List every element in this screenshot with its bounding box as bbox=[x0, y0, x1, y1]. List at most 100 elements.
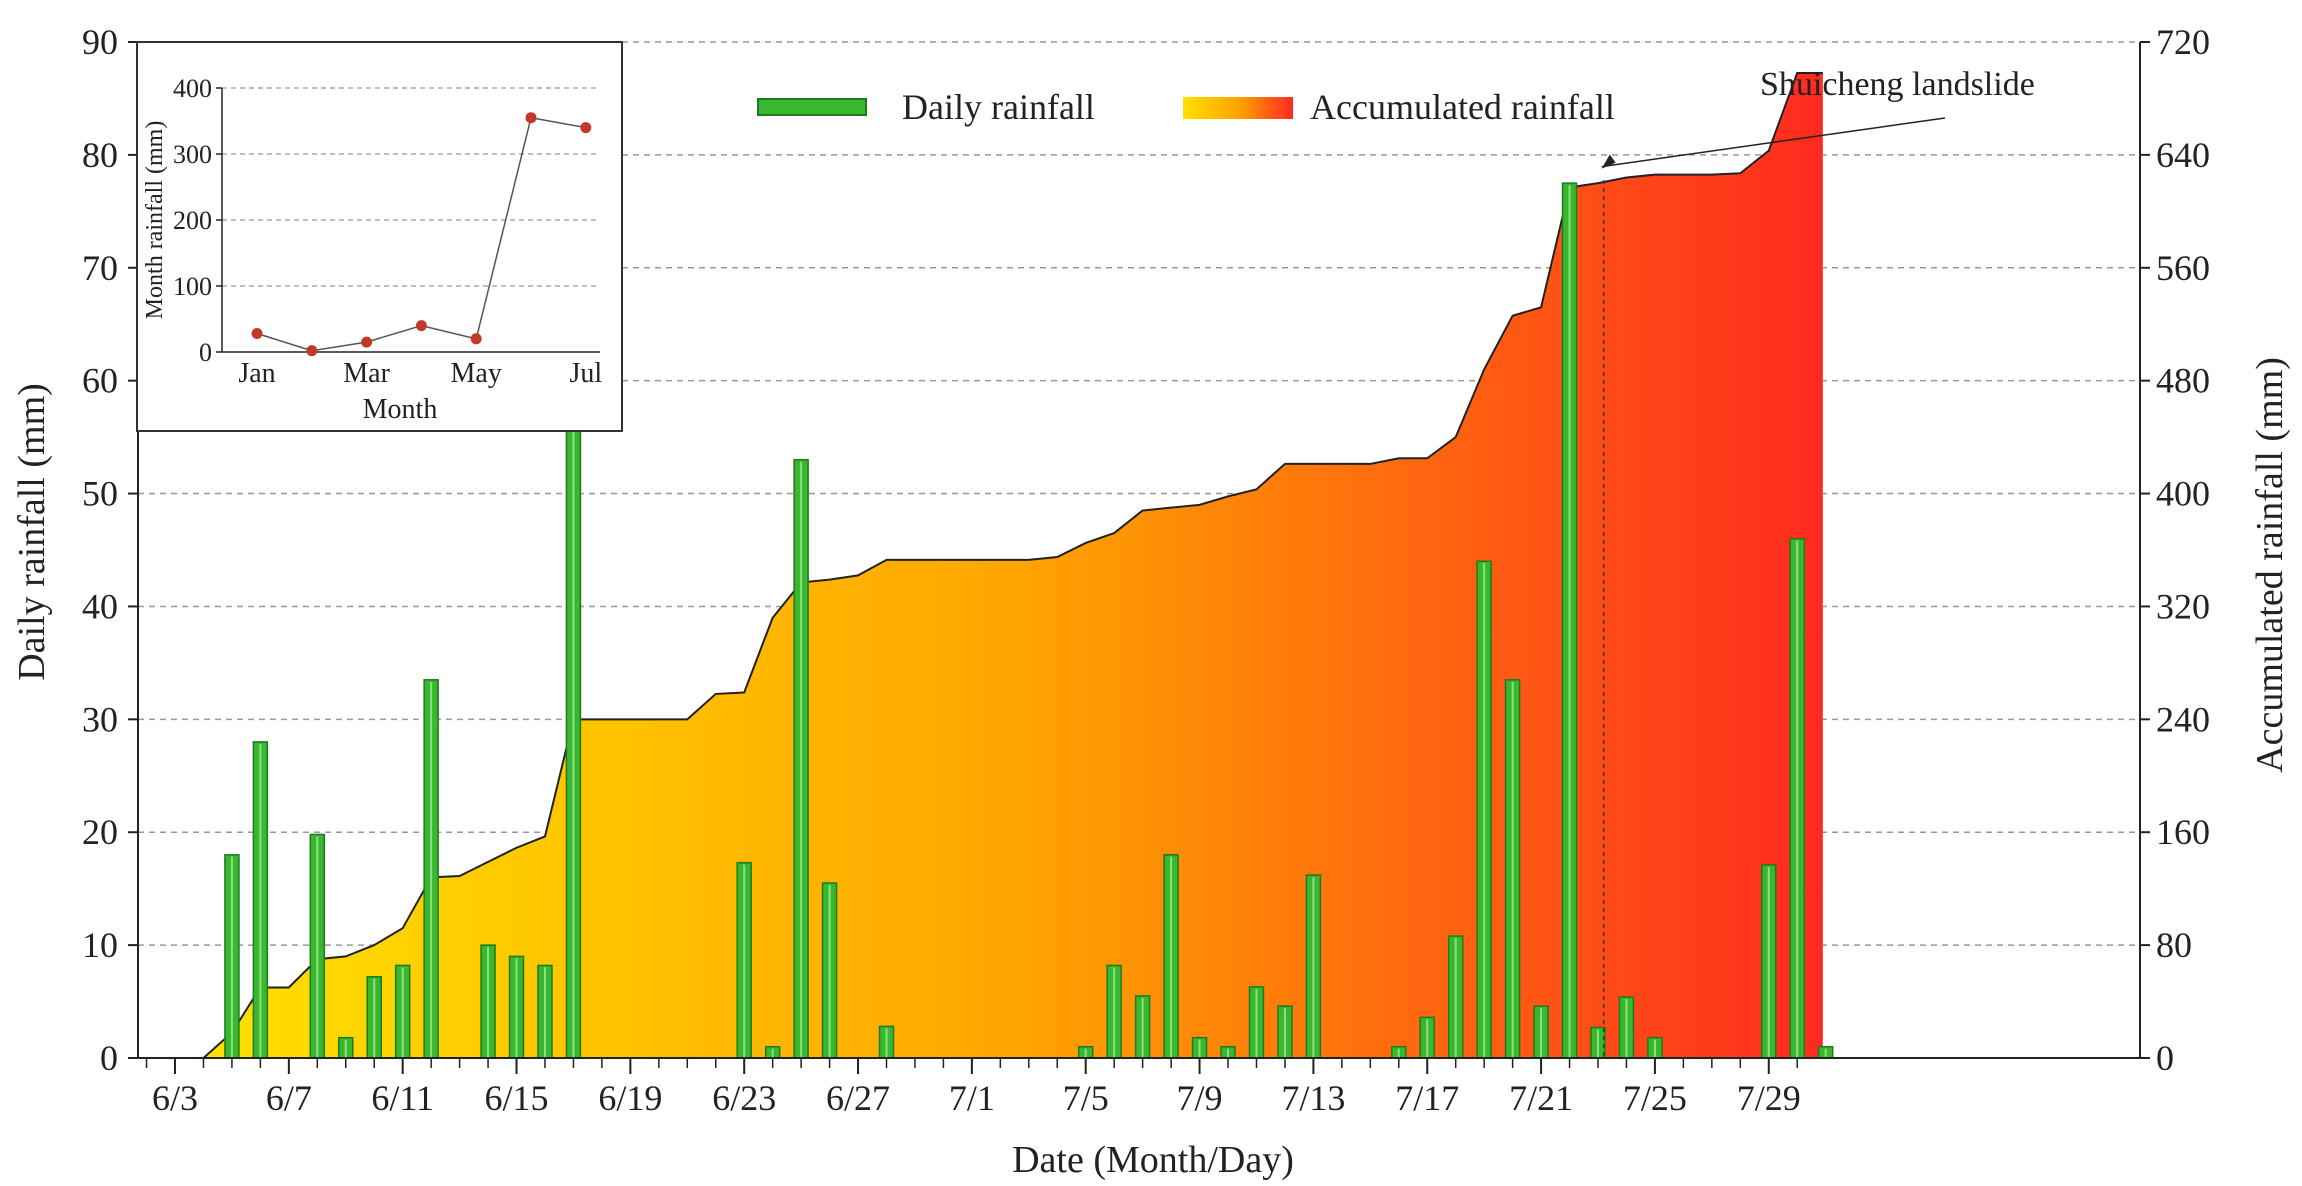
inset-y-tick-label: 100 bbox=[173, 272, 212, 301]
daily-bar bbox=[1504, 679, 1521, 1059]
x-tick-label: 7/29 bbox=[1737, 1078, 1801, 1118]
inset-y-tick-label: 300 bbox=[173, 140, 212, 169]
daily-bar bbox=[1817, 1045, 1834, 1059]
inset-axes: 0 100 200 300 400 Jan Mar May Jul bbox=[173, 74, 602, 389]
inset-point bbox=[580, 122, 592, 134]
daily-bar bbox=[793, 458, 809, 1059]
x-tick-label: 7/13 bbox=[1281, 1078, 1345, 1118]
inset-point bbox=[525, 112, 537, 124]
inset-frame bbox=[136, 41, 623, 432]
inset-point bbox=[415, 320, 427, 332]
y-tick-label: 20 bbox=[82, 812, 118, 852]
y2-tick-label: 640 bbox=[2156, 135, 2210, 175]
daily-bar bbox=[736, 861, 752, 1059]
daily-bar bbox=[394, 964, 411, 1059]
daily-bar bbox=[1419, 1016, 1435, 1059]
daily-bar bbox=[1647, 1036, 1663, 1059]
x-tick-label: 6/19 bbox=[598, 1078, 662, 1118]
inset-point bbox=[470, 333, 482, 345]
x-tick-label: 7/1 bbox=[949, 1078, 995, 1118]
daily-bar bbox=[1590, 1026, 1606, 1059]
inset-x-label: Month bbox=[363, 394, 438, 425]
inset-x-tick-label: Mar bbox=[343, 358, 390, 389]
x-tick-label: 6/23 bbox=[712, 1078, 776, 1118]
daily-bar bbox=[1134, 995, 1151, 1059]
x-tick-label: 7/5 bbox=[1063, 1078, 1109, 1118]
y2-tick-label: 480 bbox=[2156, 361, 2210, 401]
daily-bar bbox=[1476, 560, 1492, 1059]
x-tick-label: 6/11 bbox=[371, 1078, 434, 1118]
annotation: Shuicheng landslide bbox=[1601, 66, 2035, 1058]
y2-tick-label: 400 bbox=[2156, 474, 2210, 514]
daily-bar bbox=[1789, 537, 1805, 1059]
daily-bar bbox=[878, 1025, 895, 1059]
y-tick-label: 80 bbox=[82, 135, 118, 175]
accumulated-area bbox=[202, 72, 1823, 1059]
legend-accumulated-swatch bbox=[1183, 97, 1293, 119]
inset-line bbox=[251, 112, 592, 357]
daily-bar bbox=[821, 882, 838, 1059]
legend-daily-label: Daily rainfall bbox=[902, 87, 1095, 127]
x-tick-label: 7/9 bbox=[1177, 1078, 1223, 1118]
inset-y-tick-label: 0 bbox=[199, 338, 212, 367]
y2-tick-label: 160 bbox=[2156, 812, 2210, 852]
landslide-arrow-line bbox=[1601, 117, 1946, 168]
daily-bar bbox=[1163, 854, 1179, 1059]
daily-bar bbox=[252, 741, 269, 1059]
daily-bar bbox=[338, 1036, 354, 1059]
inset-x-tick-label: Jul bbox=[569, 358, 602, 389]
y-axis-label: Daily rainfall (mm) bbox=[11, 383, 53, 681]
y2-tick-label: 0 bbox=[2156, 1038, 2174, 1078]
daily-bar bbox=[1305, 874, 1322, 1059]
legend-accumulated-label: Accumulated rainfall bbox=[1310, 87, 1615, 127]
x-tick-label: 7/17 bbox=[1395, 1078, 1459, 1118]
legend-daily-swatch bbox=[757, 98, 867, 116]
x-tick-label: 6/15 bbox=[485, 1078, 549, 1118]
daily-bar bbox=[1077, 1045, 1094, 1059]
daily-bar bbox=[1277, 1005, 1293, 1059]
daily-bar bbox=[1761, 864, 1777, 1059]
y-tick-label: 30 bbox=[82, 699, 118, 739]
inset-point bbox=[251, 328, 263, 340]
accumulated-area-fill bbox=[203, 73, 1823, 1059]
y2-axis-label: Accumulated rainfall (mm) bbox=[2249, 357, 2291, 773]
daily-bar bbox=[224, 854, 240, 1059]
daily-bar bbox=[1191, 1036, 1208, 1059]
x-tick-label: 7/21 bbox=[1509, 1078, 1573, 1118]
daily-bar bbox=[1447, 935, 1464, 1059]
daily-bar bbox=[537, 964, 553, 1059]
daily-bars bbox=[224, 182, 1834, 1059]
daily-bar bbox=[508, 955, 525, 1059]
y2-tick-label: 80 bbox=[2156, 925, 2192, 965]
inset-x-tick-label: Jan bbox=[238, 358, 275, 389]
accumulated-line bbox=[202, 72, 1823, 1059]
inset-y-label: Month rainfall (mm) bbox=[142, 121, 168, 320]
daily-bar bbox=[764, 1045, 781, 1059]
axes: 0 10 20 30 40 50 60 70 80 90 0 80 160 240 320 400 480 560… bbox=[82, 22, 2210, 1118]
y2-tick-label: 560 bbox=[2156, 248, 2210, 288]
inset-y-tick-label: 400 bbox=[173, 74, 212, 103]
landslide-label: Shuicheng landslide bbox=[1760, 66, 2035, 103]
daily-bar bbox=[1561, 182, 1578, 1059]
daily-bar bbox=[1248, 986, 1265, 1059]
inset-monthly-chart: 0 100 200 300 400 Jan Mar May Jul Month Month ra… bbox=[136, 41, 623, 432]
inset-point bbox=[361, 336, 373, 348]
legend: Daily rainfall Accumulated rainfall bbox=[757, 87, 1615, 127]
daily-bar bbox=[1106, 964, 1122, 1059]
y-tick-label: 70 bbox=[82, 248, 118, 288]
inset-grid bbox=[222, 87, 600, 287]
daily-bar bbox=[1618, 996, 1635, 1059]
x-axis-label: Date (Month/Day) bbox=[1012, 1139, 1294, 1181]
y-tick-label: 60 bbox=[82, 361, 118, 401]
y-tick-label: 10 bbox=[82, 925, 118, 965]
landslide-arrow-head bbox=[1601, 154, 1616, 169]
y-tick-label: 50 bbox=[82, 474, 118, 514]
daily-bar bbox=[423, 679, 439, 1059]
y-tick-label: 90 bbox=[82, 22, 118, 62]
daily-bar bbox=[1533, 1005, 1549, 1059]
x-tick-label: 6/3 bbox=[152, 1078, 198, 1118]
y2-tick-label: 320 bbox=[2156, 586, 2210, 626]
y2-tick-label: 720 bbox=[2156, 22, 2210, 62]
daily-bar bbox=[1220, 1045, 1236, 1059]
